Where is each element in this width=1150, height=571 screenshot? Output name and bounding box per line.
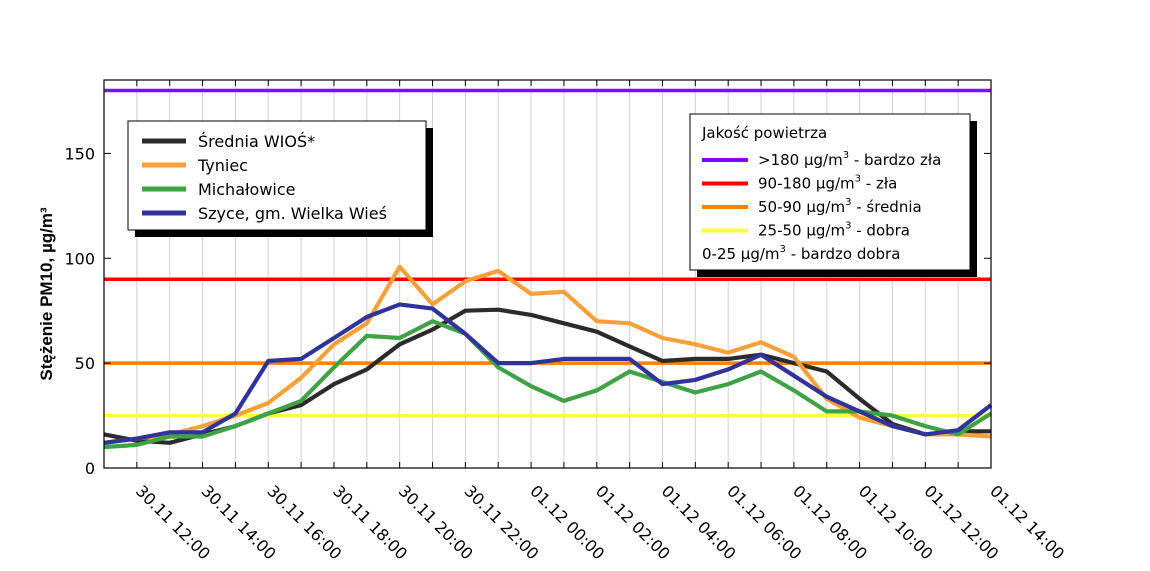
- air-quality-legend: Jakość powietrza >180 µg/m3 - bardzo zła 9…: [689, 113, 977, 277]
- y-tick-label: 100: [64, 249, 95, 268]
- legend-label: 25-50 µg/m3 - dobra: [758, 221, 910, 240]
- legend-title: Jakość powietrza: [701, 124, 827, 142]
- series-line: [103, 319, 993, 450]
- y-tick-label: 0: [85, 459, 95, 478]
- y-axis-label: Stężenie PM10, µg/m³: [37, 207, 56, 381]
- series-line: [103, 264, 992, 445]
- legend-label: 50-90 µg/m3 - średnia: [758, 197, 922, 216]
- legend-label: >180 µg/m3 - bardzo zła: [758, 150, 941, 169]
- legend-label: 0-25 µg/m3 - bardzo dobra: [702, 244, 900, 263]
- plot-frame: [103, 79, 992, 469]
- legend-label: Tyniec: [197, 156, 248, 175]
- series-legend: Średnia WIOŚ* Tyniec Michałowice Szyce, gm.…: [127, 120, 433, 237]
- y-tick-label: 50: [75, 354, 95, 373]
- y-tick-label: 150: [64, 144, 95, 163]
- legend-box: [689, 113, 971, 271]
- legend-label: Michałowice: [198, 180, 296, 199]
- legend-label: Średnia WIOŚ*: [198, 132, 315, 151]
- legend-label: Szyce, gm. Wielka Wieś: [198, 204, 387, 223]
- series-line: [103, 302, 993, 445]
- threshold-lines: [104, 88, 991, 418]
- legend-label: 90-180 µg/m3 - zła: [758, 174, 897, 193]
- series-lines: [103, 264, 993, 450]
- series-line: [103, 307, 991, 445]
